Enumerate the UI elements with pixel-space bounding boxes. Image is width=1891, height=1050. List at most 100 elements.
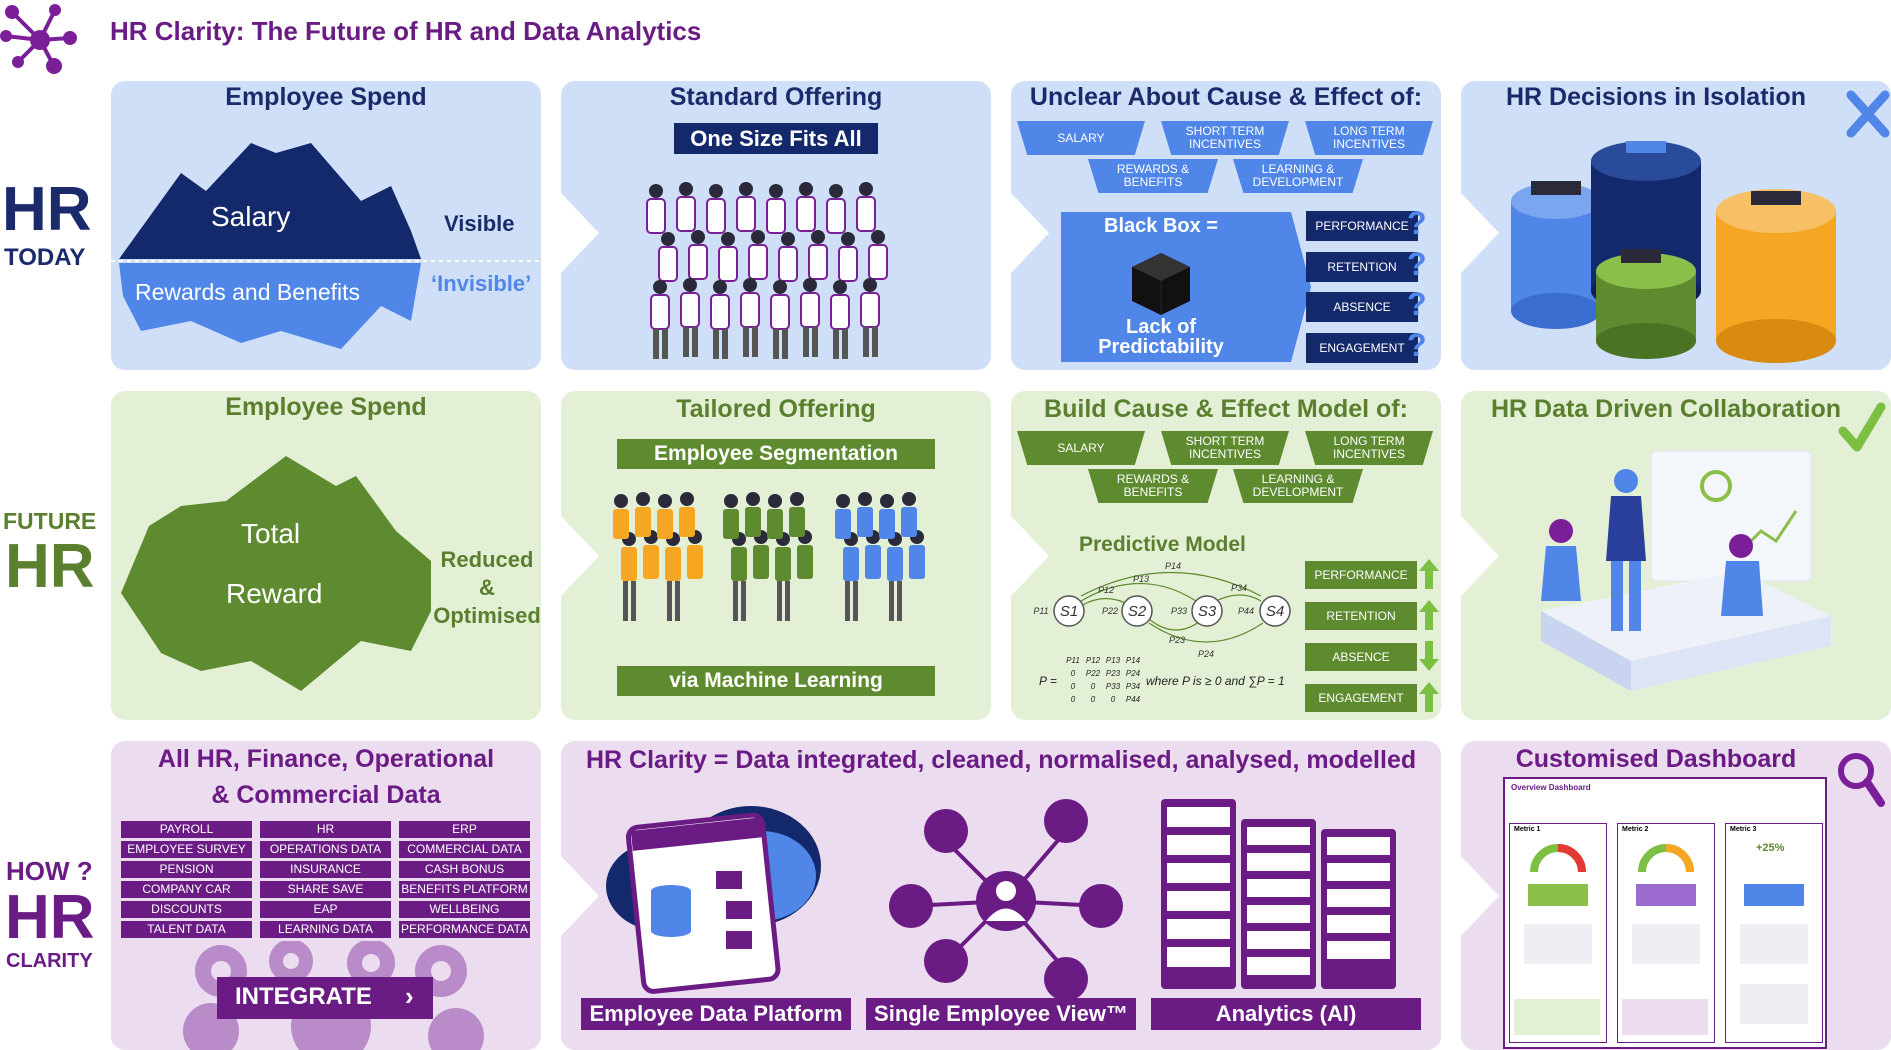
metric-label: Metric 3 (1730, 826, 1757, 833)
flow-chevron (1011, 516, 1049, 596)
panel-title: Build Cause & Effect Model of: (1044, 395, 1408, 423)
segmentation-label: Employee Segmentation (617, 439, 935, 469)
panel-employee-spend-today: Employee Spend Salary Visible Rewards an… (111, 81, 541, 370)
row-label-hr: HR (2, 175, 92, 244)
one-size-label: One Size Fits All (674, 123, 878, 154)
panel-tailored-offering: Tailored Offering Employee Segmentation … (561, 391, 991, 720)
data-cell: PAYROLL (121, 821, 252, 838)
question-mark-icon: ? (1407, 205, 1427, 241)
row-label-hr-future: HR (5, 532, 95, 601)
cross-mark-icon (1846, 90, 1890, 138)
svg-text:P23: P23 (1106, 669, 1121, 678)
salary-label: Salary (211, 201, 291, 232)
mini-chart (1636, 884, 1696, 906)
row-label-hr-clarity: HR (5, 883, 95, 952)
state-s1: S1 (1060, 603, 1078, 620)
black-cube-icon (1132, 253, 1190, 315)
svg-text:0: 0 (1091, 682, 1096, 691)
svg-text:P11: P11 (1066, 656, 1080, 665)
row-label-future: FUTURE (3, 508, 97, 534)
arrow-down-icon (1419, 641, 1439, 671)
arc-p12: P12 (1098, 585, 1114, 595)
svg-text:P34: P34 (1126, 682, 1141, 691)
arrow-up-icon (1419, 559, 1439, 589)
lack-of-predictability-label: Lack of Predictability (1098, 316, 1224, 358)
svg-text:P33: P33 (1106, 682, 1121, 691)
panel-customised-dashboard: Customised Dashboard Overview Dashboard … (1461, 741, 1891, 1050)
total-label: Total (241, 518, 301, 549)
input-tag-learning: LEARNING & DEVELOPMENT (1233, 469, 1363, 503)
matrix-label: P = (1039, 674, 1057, 688)
panel-title: HR Clarity = Data integrated, cleaned, n… (586, 746, 1417, 774)
flow-chevron (561, 516, 599, 596)
panel-hr-isolation: HR Decisions in Isolation (1461, 81, 1891, 370)
single-employee-view-label: Single Employee View™ (866, 998, 1136, 1030)
svg-text:P24: P24 (1126, 669, 1141, 678)
svg-text:0: 0 (1071, 695, 1076, 704)
output-tag-engagement: ENGAGEMENT (1306, 333, 1418, 363)
data-cell: COMMERCIAL DATA (399, 841, 530, 858)
input-tag-rewards: REWARDS & BENEFITS (1088, 469, 1218, 503)
loop-p11: P11 (1033, 606, 1048, 616)
arrow-up-icon (1419, 682, 1439, 712)
panel-all-data: All HR, Finance, Operational & Commercia… (111, 741, 541, 1050)
optimised-label: Optimised (433, 603, 541, 628)
data-cell: CASH BONUS (399, 861, 530, 878)
mini-scatter (1632, 924, 1700, 964)
panel-hr-clarity: HR Clarity = Data integrated, cleaned, n… (561, 741, 1441, 1050)
panel-title: Employee Spend (225, 83, 427, 111)
panel-title-line1: All HR, Finance, Operational (157, 745, 495, 773)
gauge-icon (1638, 844, 1694, 873)
check-mark-icon (1838, 402, 1886, 452)
data-cell: HR (260, 821, 391, 838)
flow-chevron (561, 856, 599, 936)
predictive-model-label: Predictive Model (1079, 533, 1246, 556)
single-employee-view-illustration (889, 799, 1123, 1001)
machine-learning-label: via Machine Learning (617, 666, 935, 696)
metric-label: Metric 1 (1514, 826, 1541, 833)
arc-p14: P14 (1165, 561, 1181, 571)
reward-label: Reward (226, 578, 323, 609)
panel-title: HR Data Driven Collaboration (1490, 395, 1842, 423)
data-cell: LEARNING DATA (260, 921, 391, 938)
svg-text:0: 0 (1091, 695, 1096, 704)
analytics-label: Analytics (AI) (1151, 998, 1421, 1030)
arrow-right-icon: › (405, 981, 414, 1011)
metric-card-2: Metric 2 (1617, 823, 1715, 1043)
output-tag-performance: PERFORMANCE (1305, 561, 1417, 589)
data-cell: EMPLOYEE SURVEY (121, 841, 252, 858)
output-tag-absence: ABSENCE (1305, 643, 1417, 671)
isolated-desks-illustration (1511, 141, 1836, 363)
panel-title: Employee Spend (225, 393, 427, 421)
panel-title-line2: & Commercial Data (211, 781, 441, 809)
data-cell: PERFORMANCE DATA (399, 921, 530, 938)
mini-chart (1744, 884, 1804, 906)
svg-text:P12: P12 (1086, 656, 1101, 665)
row-label-how: HOW ? (6, 856, 93, 886)
input-tag-rewards: REWARDS & BENEFITS (1088, 159, 1218, 193)
mini-bars (1740, 984, 1808, 1024)
amp-label: & (479, 575, 495, 600)
data-cell: SHARE SAVE (260, 881, 391, 898)
integrate-button[interactable]: INTEGRATE › (217, 977, 433, 1019)
loop-p33: P33 (1171, 606, 1187, 616)
state-s3: S3 (1198, 603, 1217, 620)
output-tag-retention: RETENTION (1306, 252, 1418, 282)
panel-title: Standard Offering (669, 83, 883, 111)
output-tag-retention: RETENTION (1305, 602, 1417, 630)
arc-p24: P24 (1198, 649, 1214, 659)
arc-p23: P23 (1169, 635, 1185, 645)
output-tag-absence: ABSENCE (1306, 292, 1418, 322)
flow-chevron (561, 193, 599, 273)
employee-data-platform-label: Employee Data Platform (581, 998, 851, 1030)
matrix-condition: where P is ≥ 0 and ∑P = 1 (1146, 674, 1285, 688)
input-tag-salary: SALARY (1017, 431, 1145, 465)
rewards-label: Rewards and Benefits (135, 279, 361, 305)
magnifier-icon (1838, 753, 1885, 807)
data-cell: COMPANY CAR (121, 881, 252, 898)
input-tag-learning: LEARNING & DEVELOPMENT (1233, 159, 1363, 193)
panel-employee-spend-future: Employee Spend Total Reward Reduced & Op… (111, 391, 541, 720)
total-reward-shape (121, 456, 431, 691)
data-cell: INSURANCE (260, 861, 391, 878)
black-box-label: Black Box = (1104, 215, 1218, 237)
